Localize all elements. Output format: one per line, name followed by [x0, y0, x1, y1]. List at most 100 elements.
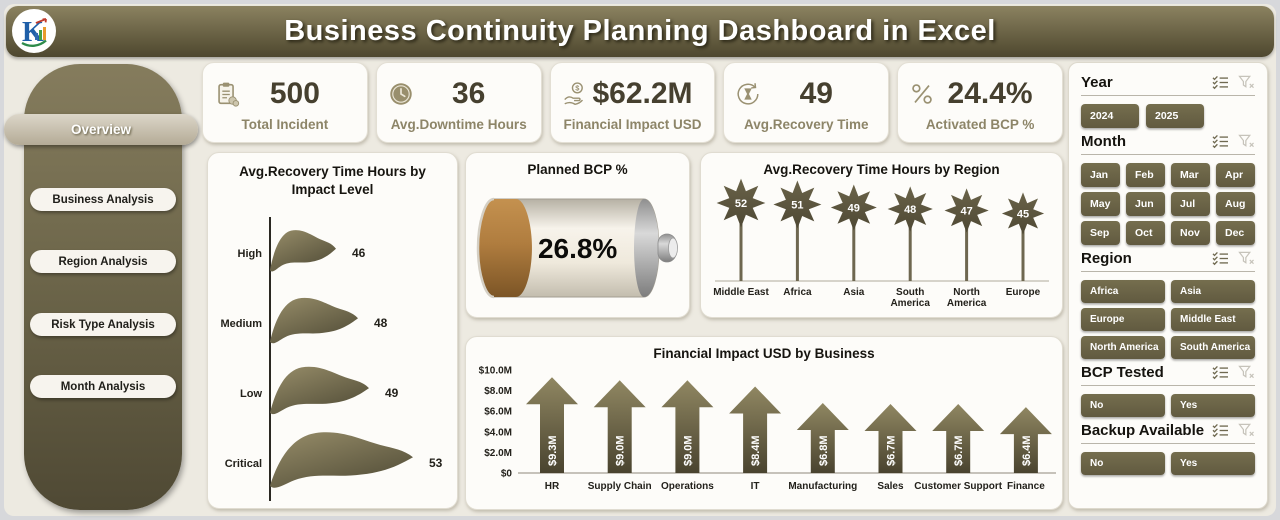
clock-icon — [387, 80, 415, 108]
svg-text:Europe: Europe — [1006, 287, 1041, 298]
slicer-bcp-tested: BCP Tested N — [1081, 364, 1255, 417]
slicer-option-north-america[interactable]: North America — [1081, 336, 1165, 359]
svg-text:Critical: Critical — [225, 458, 262, 470]
svg-text:K: K — [22, 17, 44, 48]
svg-text:47: 47 — [960, 206, 972, 218]
slicer-option-asia[interactable]: Asia — [1171, 280, 1255, 303]
chart-title: Financial Impact USD by Business — [653, 346, 875, 361]
kpi-label: Financial Impact USD — [563, 117, 702, 132]
slicer-option-europe[interactable]: Europe — [1081, 308, 1165, 331]
planned-bcp-chart: 26.8% — [468, 171, 689, 317]
logo-icon: K — [12, 9, 56, 53]
multiselect-icon[interactable] — [1212, 75, 1229, 90]
svg-text:$6.8M: $6.8M — [818, 435, 830, 466]
svg-text:45: 45 — [1017, 209, 1029, 221]
svg-text:Supply Chain: Supply Chain — [588, 481, 652, 492]
svg-text:49: 49 — [385, 386, 399, 400]
slicer-option-jul[interactable]: Jul — [1171, 192, 1210, 216]
clear-filter-icon[interactable] — [1238, 423, 1255, 438]
slicer-option-oct[interactable]: Oct — [1126, 221, 1165, 245]
svg-text:$9.0M: $9.0M — [682, 435, 694, 466]
business-chart-card: Financial Impact USD by Business $0 $2.0M… — [465, 336, 1063, 510]
kpi-financial-impact: $ $62.2M Financial Impact USD — [549, 62, 716, 143]
svg-text:Operations: Operations — [661, 481, 714, 492]
svg-text:48: 48 — [374, 316, 388, 330]
svg-text:$9.0M: $9.0M — [615, 435, 627, 466]
slicer-option-2025[interactable]: 2025 — [1146, 104, 1204, 128]
kpi-avg-recovery-time: 49 Avg.Recovery Time — [723, 62, 890, 143]
slicer-option-bcp-yes[interactable]: Yes — [1171, 394, 1255, 417]
svg-text:$6.7M: $6.7M — [886, 435, 898, 466]
slicer-option-dec[interactable]: Dec — [1216, 221, 1255, 245]
slicer-option-apr[interactable]: Apr — [1216, 163, 1255, 187]
clear-filter-icon[interactable] — [1238, 251, 1255, 266]
multiselect-icon[interactable] — [1212, 251, 1229, 266]
sidebar-item-business-analysis[interactable]: Business Analysis — [30, 188, 176, 211]
svg-text:$6.0M: $6.0M — [484, 407, 512, 418]
percent-icon — [908, 80, 936, 108]
slicer-region: Region Afric — [1081, 250, 1255, 359]
kpi-label: Avg.Recovery Time — [744, 117, 869, 132]
slicer-option-africa[interactable]: Africa — [1081, 280, 1165, 303]
region-chart-card: Avg.Recovery Time Hours by Region 52 Midd… — [700, 152, 1063, 318]
svg-text:High: High — [238, 248, 263, 260]
svg-text:Africa: Africa — [783, 287, 812, 298]
sidebar-item-risk-type-analysis[interactable]: Risk Type Analysis — [30, 313, 176, 336]
kpi-avg-downtime-hours: 36 Avg.Downtime Hours — [375, 62, 542, 143]
svg-text:IT: IT — [751, 481, 760, 492]
money-hand-icon: $ — [561, 80, 589, 108]
multiselect-icon[interactable] — [1212, 423, 1229, 438]
svg-text:Finance: Finance — [1007, 481, 1045, 492]
kpi-value: 49 — [799, 76, 833, 110]
slicer-option-jan[interactable]: Jan — [1081, 163, 1120, 187]
chart-title: Avg.Recovery Time Hours by Impact Level — [239, 164, 426, 198]
svg-text:$9.3M: $9.3M — [547, 435, 559, 466]
slicer-title-month: Month — [1081, 133, 1126, 150]
svg-text:$0: $0 — [501, 469, 513, 480]
sidebar-item-region-analysis[interactable]: Region Analysis — [30, 250, 176, 273]
svg-text:26.8%: 26.8% — [538, 233, 617, 264]
slicer-option-south-america[interactable]: South America — [1171, 336, 1255, 359]
slicer-option-aug[interactable]: Aug — [1216, 192, 1255, 216]
clear-filter-icon[interactable] — [1238, 134, 1255, 149]
svg-text:Low: Low — [240, 388, 262, 400]
slicer-option-mar[interactable]: Mar — [1171, 163, 1210, 187]
svg-text:$6.4M: $6.4M — [1021, 435, 1033, 466]
slicer-option-middle-east[interactable]: Middle East — [1171, 308, 1255, 331]
slicer-option-nov[interactable]: Nov — [1171, 221, 1210, 245]
kpi-row: 500 Total Incident 36 Avg.Downtime Hours — [202, 62, 1063, 143]
svg-text:53: 53 — [429, 456, 443, 470]
planned-bcp-chart-card: Planned BCP % 26.8% — [465, 152, 690, 318]
svg-text:$2.0M: $2.0M — [484, 448, 512, 459]
svg-text:Middle East: Middle East — [713, 287, 769, 298]
multiselect-icon[interactable] — [1212, 134, 1229, 149]
clear-filter-icon[interactable] — [1238, 365, 1255, 380]
svg-text:48: 48 — [904, 204, 916, 216]
svg-text:49: 49 — [848, 203, 860, 215]
multiselect-icon[interactable] — [1212, 365, 1229, 380]
slicer-option-backup-yes[interactable]: Yes — [1171, 452, 1255, 475]
page-title: Business Continuity Planning Dashboard i… — [284, 15, 996, 47]
svg-text:HR: HR — [545, 481, 560, 492]
sidebar-item-overview[interactable]: Overview — [4, 114, 198, 145]
svg-text:$6.7M: $6.7M — [953, 435, 965, 466]
svg-text:America: America — [890, 298, 930, 309]
slicer-option-bcp-no[interactable]: No — [1081, 394, 1165, 417]
title-bar: Business Continuity Planning Dashboard i… — [6, 6, 1274, 57]
svg-text:Medium: Medium — [220, 318, 262, 330]
slicer-option-sep[interactable]: Sep — [1081, 221, 1120, 245]
slicer-option-jun[interactable]: Jun — [1126, 192, 1165, 216]
kpi-label: Activated BCP % — [925, 117, 1035, 132]
slicer-option-backup-no[interactable]: No — [1081, 452, 1165, 475]
svg-text:Customer Support: Customer Support — [914, 481, 1002, 492]
svg-text:Manufacturing: Manufacturing — [788, 481, 857, 492]
slicer-option-2024[interactable]: 2024 — [1081, 104, 1139, 128]
slicer-year: Year 2024 — [1081, 74, 1255, 128]
svg-text:$4.0M: $4.0M — [484, 427, 512, 438]
clear-filter-icon[interactable] — [1238, 75, 1255, 90]
slicer-option-feb[interactable]: Feb — [1126, 163, 1165, 187]
sidebar-item-month-analysis[interactable]: Month Analysis — [30, 375, 176, 398]
slicer-option-may[interactable]: May — [1081, 192, 1120, 216]
svg-text:America: America — [947, 298, 987, 309]
